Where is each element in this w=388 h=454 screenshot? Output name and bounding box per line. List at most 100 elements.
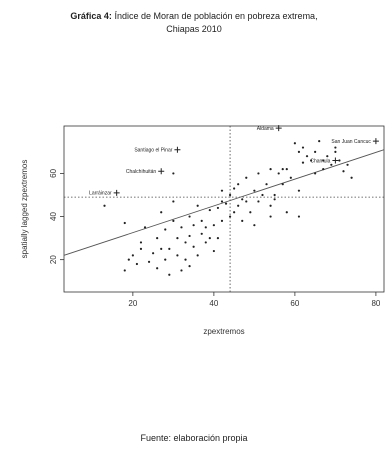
data-point-27 [188,215,191,218]
data-point-15 [164,228,167,231]
x-tick-label-1: 40 [209,299,218,308]
data-point-69 [285,211,288,214]
labeled-point-text-1: Chalchihuitán [126,169,157,175]
data-point-93 [269,215,272,218]
data-point-24 [180,226,183,229]
data-point-9 [147,260,151,263]
data-point-29 [188,265,191,268]
data-point-70 [285,168,288,171]
data-point-17 [168,273,171,276]
data-point-2 [123,269,126,272]
data-point-61 [261,193,264,197]
data-point-71 [289,176,292,179]
labeled-point-marker-2 [113,189,120,196]
data-point-83 [322,168,325,171]
data-point-77 [305,155,309,158]
y-tick-label-1: 40 [49,212,58,221]
data-point-18 [168,247,171,250]
data-point-84 [326,155,329,158]
data-point-34 [200,232,203,235]
data-point-94 [220,189,224,192]
data-point-30 [192,224,195,227]
data-point-4 [131,254,134,257]
chart-title-text: Índice de Moran de población en pobreza … [111,11,318,21]
labeled-point-text-4: San Juan Cancuc [331,139,371,145]
data-point-21 [176,237,179,240]
data-point-64 [269,168,272,171]
data-point-97 [281,168,284,171]
data-point-68 [281,183,284,186]
data-point-38 [208,208,211,212]
data-point-63 [269,204,272,207]
data-point-60 [257,172,260,175]
data-point-13 [160,211,163,214]
data-point-57 [249,211,252,214]
data-point-79 [314,172,317,175]
labeled-point-marker-0 [174,146,181,153]
data-point-72 [293,142,296,145]
data-point-82 [322,159,325,162]
data-point-91 [350,176,353,179]
data-point-54 [241,198,244,201]
data-point-56 [245,176,248,179]
source-note: Fuente: elaboración propia [140,433,248,443]
data-point-33 [196,254,199,257]
data-point-50 [233,211,236,214]
data-point-11 [156,237,159,240]
plot-frame [63,125,385,293]
data-point-52 [237,183,240,186]
data-point-80 [314,150,317,153]
labeled-point-marker-5 [332,157,339,164]
labeled-point-marker-4 [372,138,379,145]
data-point-10 [152,252,155,255]
chart-title: Gráfica 4: Índice de Moran de población … [0,10,388,23]
data-point-6 [139,241,143,244]
data-point-75 [301,161,305,164]
data-point-89 [342,170,345,173]
data-point-42 [216,206,220,210]
data-point-49 [233,187,236,190]
data-point-65 [273,193,276,197]
data-point-73 [297,150,301,153]
x-tick-label-2: 60 [290,299,299,308]
x-axis-label: zpextremos [203,327,244,336]
labeled-point-marker-1 [158,168,165,175]
data-point-46 [224,202,228,205]
data-point-95 [253,224,256,227]
data-point-37 [204,226,207,229]
data-point-78 [309,159,313,162]
data-point-36 [204,241,207,244]
data-point-35 [200,219,203,222]
data-point-86 [334,146,337,149]
data-point-26 [184,258,187,261]
labeled-point-text-5: Chamula [310,158,330,164]
chart-title-number: Gráfica 4: [70,11,112,21]
x-tick-label-0: 20 [128,299,137,308]
data-point-39 [208,237,211,240]
data-point-31 [192,245,195,248]
data-point-19 [172,200,175,203]
data-point-41 [212,224,215,227]
data-point-74 [297,189,301,192]
data-point-0 [103,204,106,207]
data-point-22 [176,254,179,257]
y-tick-label-2: 60 [49,168,58,177]
data-point-12 [156,267,159,270]
data-point-47 [228,215,232,218]
data-point-23 [180,269,183,272]
regression-line [63,149,385,256]
labeled-point-text-3: Aldama [257,126,274,132]
data-point-53 [241,219,244,222]
data-point-45 [220,200,224,203]
labeled-point-text-0: Santiago el Pinar [134,148,172,154]
y-axis-label: spatially lagged zpextremos [20,160,29,259]
data-point-55 [245,200,248,203]
data-point-88 [338,159,341,162]
data-point-7 [139,247,143,250]
data-point-1 [123,221,126,225]
data-point-90 [346,163,349,166]
data-point-66 [273,198,276,201]
data-point-28 [188,234,191,238]
data-point-48 [228,193,232,197]
